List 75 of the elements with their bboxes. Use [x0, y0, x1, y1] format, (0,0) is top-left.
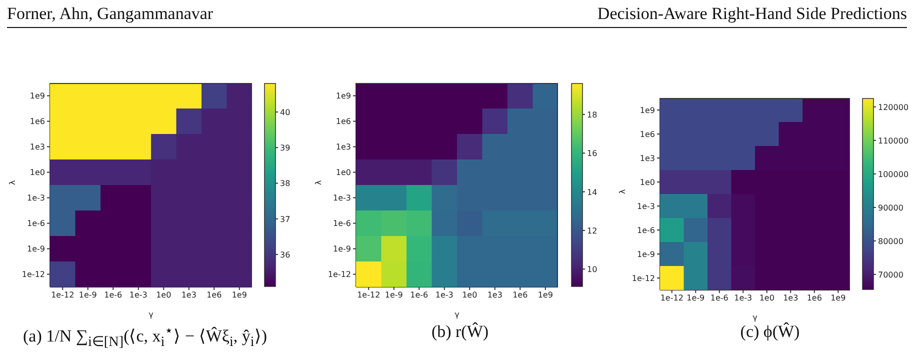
y-tick-label: 1e-12 [22, 270, 45, 280]
x-axis-title: γ [148, 310, 154, 319]
x-tick-label: 1e-6 [710, 294, 728, 303]
y-tick-label: 1e-6 [637, 226, 655, 235]
x-axis-title: γ [752, 313, 758, 322]
y-tick-label: 1e3 [30, 142, 45, 152]
y-tick-label: 1e6 [30, 117, 45, 126]
text: (c) ϕ(Ŵ) [739, 322, 801, 342]
color-bar-label: 10 [587, 265, 598, 274]
y-tick-label: 1e-3 [637, 202, 655, 211]
y-tick-label: 1e-3 [333, 194, 351, 203]
x-tick-label: 1e-6 [410, 290, 428, 300]
y-axis-title: λ [618, 189, 627, 194]
color-bar-label: 110000 [878, 136, 909, 146]
x-tick-label: 1e-9 [384, 290, 403, 300]
color-bar-label: 80000 [878, 236, 904, 246]
y-tick-label: 1e-9 [27, 244, 45, 254]
y-tick-label: 1e9 [30, 92, 45, 101]
color-bar-label: 14 [587, 188, 598, 197]
y-tick-label: 1e-6 [333, 219, 351, 228]
y-tick-label: 1e3 [336, 142, 351, 152]
y-tick-label: 1e-9 [333, 244, 351, 254]
color-bar-label: 100000 [878, 170, 909, 179]
text: (b) r(Ŵ) [430, 322, 490, 342]
x-tick-label: 1e-3 [435, 290, 454, 300]
x-tick-label: 1e6 [806, 294, 822, 303]
text: Forner, Ahn, Gangammanavar [7, 4, 214, 24]
x-tick-label: 1e-9 [686, 294, 705, 303]
x-tick-label: 1e0 [462, 290, 478, 300]
color-bar-label: 39 [280, 144, 290, 153]
y-axis-title: λ [314, 180, 323, 185]
color-bar-label: 37 [280, 214, 290, 224]
y-tick-label: 1e6 [640, 130, 655, 139]
color-bar-label: 38 [280, 179, 290, 188]
x-axis-title: γ [454, 310, 460, 319]
x-tick-label: 1e3 [487, 290, 502, 300]
y-tick-label: 1e-6 [27, 219, 45, 228]
color-bar-label: 40 [280, 108, 290, 117]
x-tick-label: 1e-6 [104, 290, 122, 300]
x-tick-label: 1e-9 [78, 290, 97, 300]
color-bar-label: 120000 [878, 102, 909, 112]
y-tick-label: 1e0 [640, 178, 655, 187]
y-tick-label: 1e3 [640, 154, 655, 163]
x-tick-label: 1e6 [206, 290, 222, 300]
x-tick-label: 1e3 [181, 290, 196, 300]
chart-title: (a) 1/N ∑$_{i∈[N]}$(⟨c, x$_{i}$$^{⋆}$⟩ − ⟨Ŵξ$_{i}$, ŷ$_{i}$⟩) [22, 323, 267, 350]
x-tick-label: 1e0 [156, 290, 172, 300]
y-tick-label: 1e0 [336, 168, 351, 178]
y-tick-label: 1e0 [30, 168, 45, 178]
y-tick-label: 1e-3 [27, 194, 45, 203]
x-tick-label: 1e-12 [51, 290, 74, 300]
color-bar-label: 36 [280, 250, 290, 260]
x-tick-label: 1e0 [759, 294, 774, 303]
y-tick-label: 1e-12 [632, 274, 655, 283]
y-tick-label: 1e-12 [328, 270, 351, 280]
color-bar-label: 18 [587, 110, 598, 120]
x-tick-label: 1e-3 [129, 290, 148, 300]
y-tick-label: 1e9 [640, 106, 655, 115]
text: Decision-Aware Right-Hand Side Predictions [597, 4, 907, 24]
y-axis-title: λ [8, 180, 17, 185]
x-tick-label: 1e3 [783, 294, 798, 303]
y-tick-label: 1e6 [336, 117, 351, 126]
x-tick-label: 1e6 [512, 290, 528, 300]
color-bar-label: 16 [587, 149, 598, 158]
y-tick-label: 1e-9 [637, 250, 655, 259]
x-tick-label: 1e-12 [660, 294, 684, 303]
x-tick-label: 1e9 [830, 294, 846, 303]
x-tick-label: 1e9 [232, 290, 247, 300]
color-bar-label: 90000 [878, 203, 904, 212]
x-tick-label: 1e9 [538, 290, 553, 300]
color-bar-label: 70000 [878, 270, 904, 280]
x-tick-label: 1e-12 [357, 290, 380, 300]
y-tick-label: 1e9 [336, 92, 351, 101]
color-bar-label: 12 [587, 226, 598, 236]
x-tick-label: 1e-3 [734, 294, 752, 303]
